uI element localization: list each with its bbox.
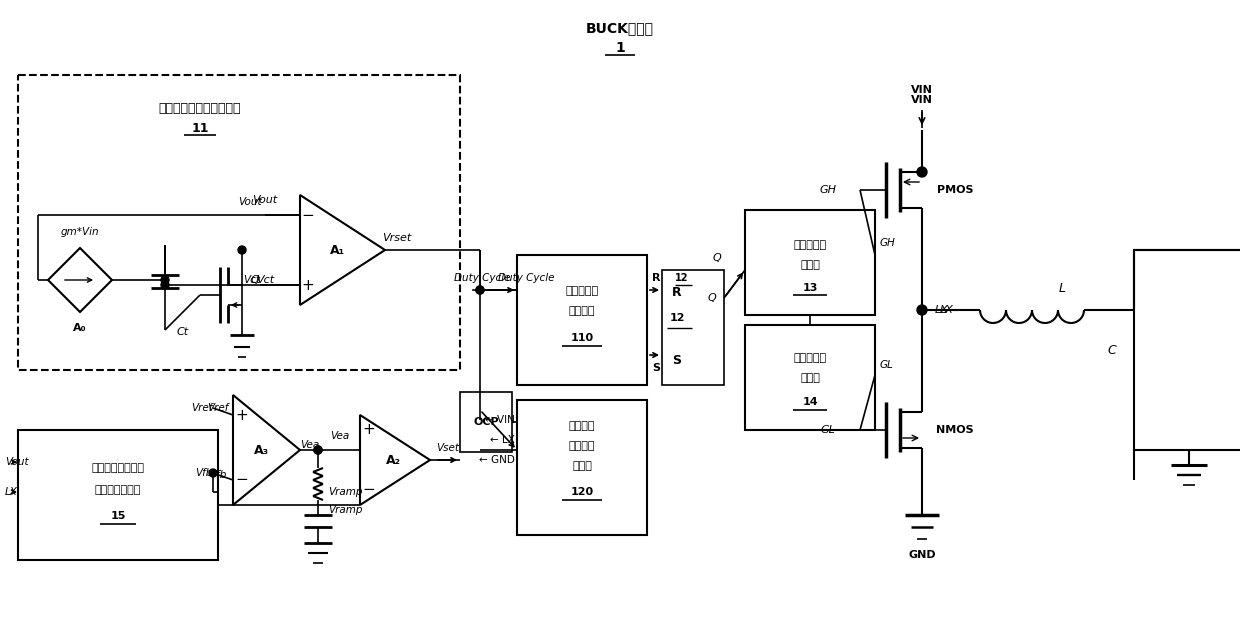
Text: S: S: [652, 363, 660, 373]
Text: Vct: Vct: [243, 275, 260, 285]
Text: LX: LX: [935, 305, 949, 315]
Text: Vout: Vout: [238, 197, 262, 207]
Bar: [745, 325, 875, 430]
Bar: [19, 75, 460, 370]
Text: LX: LX: [940, 305, 954, 315]
Bar: [19, 430, 218, 560]
Text: 1: 1: [615, 41, 625, 55]
Text: 动电路: 动电路: [800, 373, 820, 383]
Circle shape: [918, 167, 928, 177]
Bar: [1135, 250, 1240, 450]
Text: −: −: [236, 473, 248, 487]
Bar: [517, 255, 647, 385]
Text: OCP: OCP: [474, 417, 498, 427]
Text: −: −: [301, 208, 315, 222]
Bar: [662, 270, 724, 385]
Text: 13: 13: [802, 283, 817, 293]
Circle shape: [918, 305, 928, 315]
Text: A₃: A₃: [254, 444, 269, 457]
Text: gm*Vin: gm*Vin: [61, 227, 99, 237]
Text: Vea: Vea: [330, 431, 350, 441]
Text: 功率开关驱: 功率开关驱: [794, 353, 827, 363]
Text: ← GND: ← GND: [479, 455, 515, 465]
Text: GH: GH: [880, 238, 895, 248]
Text: R: R: [672, 285, 682, 298]
Text: Duty Cycle: Duty Cycle: [454, 273, 510, 283]
Text: NMOS: NMOS: [936, 425, 973, 435]
Text: 12: 12: [675, 273, 688, 283]
Text: Q: Q: [708, 293, 717, 303]
Text: 闭环控制逻: 闭环控制逻: [794, 240, 827, 250]
Circle shape: [210, 469, 217, 477]
Text: 11: 11: [191, 122, 208, 134]
Text: A₀: A₀: [73, 323, 87, 333]
Polygon shape: [360, 415, 430, 505]
Text: Vfb: Vfb: [210, 470, 227, 480]
Text: 占空比逻辑: 占空比逻辑: [565, 286, 599, 296]
Text: Vfb: Vfb: [196, 468, 213, 478]
Text: Vref: Vref: [207, 403, 228, 413]
Text: +: +: [301, 278, 315, 293]
Text: Duty Cycle: Duty Cycle: [498, 273, 554, 283]
Bar: [745, 210, 875, 315]
Text: BUCK变换器: BUCK变换器: [587, 21, 653, 35]
Text: 值逻辑控: 值逻辑控: [569, 441, 595, 451]
Text: 120: 120: [570, 487, 594, 497]
Text: 110: 110: [570, 333, 594, 343]
Circle shape: [161, 281, 169, 289]
Text: A₁: A₁: [330, 244, 346, 257]
Text: VIN: VIN: [911, 95, 932, 105]
Text: Vramp: Vramp: [327, 505, 362, 515]
Text: Vref: Vref: [192, 403, 213, 413]
Text: 输出电压采样和同: 输出电压采样和同: [92, 463, 145, 473]
Text: Vrset: Vrset: [382, 233, 412, 243]
Text: 12: 12: [670, 313, 684, 323]
Circle shape: [314, 446, 322, 454]
Text: LX: LX: [5, 487, 17, 497]
Text: Vset: Vset: [436, 443, 460, 453]
Text: ← LX: ← LX: [490, 435, 515, 445]
Text: R: R: [652, 273, 661, 283]
Text: Q: Q: [250, 275, 259, 285]
Polygon shape: [233, 395, 300, 505]
Text: 15: 15: [110, 511, 125, 521]
Text: Vea: Vea: [300, 440, 320, 450]
Text: C: C: [1107, 343, 1116, 356]
Text: +: +: [362, 422, 376, 437]
Text: 自适应导通时间产生电路: 自适应导通时间产生电路: [159, 102, 242, 114]
Text: Vout: Vout: [253, 195, 278, 205]
Text: GND: GND: [908, 550, 936, 560]
Circle shape: [238, 246, 246, 254]
Text: PMOS: PMOS: [936, 185, 973, 195]
Text: 控制电路: 控制电路: [569, 306, 595, 316]
Text: GL: GL: [821, 425, 836, 435]
Circle shape: [161, 276, 169, 284]
Text: +: +: [236, 408, 248, 422]
Text: L: L: [1059, 282, 1065, 294]
Text: Q: Q: [713, 253, 722, 263]
Circle shape: [476, 286, 484, 294]
Text: ← VIN: ← VIN: [485, 415, 515, 425]
Text: Ct: Ct: [177, 327, 188, 337]
Text: S: S: [672, 354, 682, 367]
Circle shape: [476, 286, 484, 294]
Text: Vramp: Vramp: [327, 487, 362, 497]
Polygon shape: [48, 248, 112, 312]
Text: 辑电路: 辑电路: [800, 260, 820, 270]
Text: 步斜坡产生电路: 步斜坡产生电路: [94, 485, 141, 495]
Text: GH: GH: [820, 185, 837, 195]
Text: 电感峰谷: 电感峰谷: [569, 421, 595, 431]
Text: 14: 14: [802, 397, 818, 407]
Text: VIN: VIN: [911, 85, 932, 95]
Text: −: −: [362, 482, 376, 498]
Bar: [517, 400, 647, 535]
Text: Vct: Vct: [255, 275, 274, 285]
Text: A₂: A₂: [386, 453, 401, 467]
Text: Vout: Vout: [5, 457, 29, 467]
Text: 制电路: 制电路: [572, 461, 591, 471]
Text: GL: GL: [880, 360, 894, 370]
Circle shape: [314, 446, 322, 454]
Bar: [460, 392, 512, 452]
Polygon shape: [300, 195, 384, 305]
